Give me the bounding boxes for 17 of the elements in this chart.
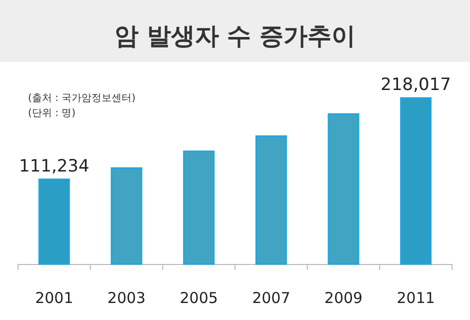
x-tick-label: 2007 (252, 289, 290, 307)
bar (255, 135, 287, 265)
annotation: (단위 : 명) (28, 108, 76, 119)
x-tick-label: 2011 (396, 289, 435, 307)
annotation: (출처 : 국가암정보센터) (28, 93, 136, 104)
chart-title: 암 발생자 수 증가추이 (114, 22, 356, 50)
bar (110, 167, 142, 265)
x-tick-label: 2005 (180, 289, 218, 307)
bar (328, 113, 360, 265)
x-tick-label: 2003 (107, 289, 146, 307)
data-label: 218,017 (380, 75, 451, 95)
x-tick-label: 2001 (35, 289, 74, 307)
x-tick-label: 2009 (324, 289, 363, 307)
bar (183, 150, 215, 265)
bar (38, 178, 70, 265)
bar (400, 97, 432, 265)
data-label: 111,234 (19, 156, 90, 176)
